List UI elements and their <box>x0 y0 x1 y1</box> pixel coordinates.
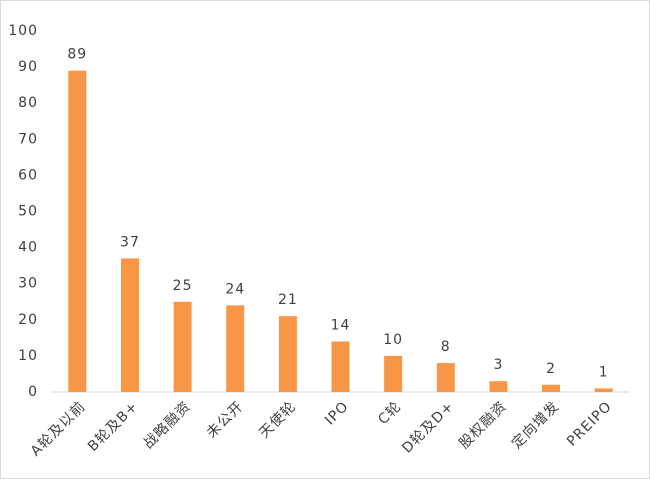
bar <box>173 301 192 392</box>
y-tick-label: 80 <box>18 95 38 111</box>
data-label: 37 <box>120 234 140 250</box>
y-tick-label: 90 <box>18 59 38 75</box>
y-tick-label: 50 <box>18 204 38 220</box>
y-tick-label: 10 <box>18 348 38 364</box>
bar <box>489 381 508 392</box>
y-tick-label: 0 <box>28 384 38 400</box>
bar <box>384 355 403 392</box>
bar <box>68 70 87 393</box>
y-tick-label: 60 <box>18 167 38 183</box>
data-label: 8 <box>441 339 451 355</box>
bar <box>594 388 613 392</box>
y-tick-label: 70 <box>18 131 38 147</box>
data-label: 14 <box>331 317 351 333</box>
data-label: 10 <box>383 332 403 348</box>
data-label: 24 <box>225 281 245 297</box>
bar <box>542 384 561 392</box>
y-tick-label: 40 <box>18 240 38 256</box>
data-label: 89 <box>67 47 87 63</box>
y-tick-label: 30 <box>18 276 38 292</box>
y-tick-label: 100 <box>8 23 38 39</box>
bar <box>331 341 350 392</box>
bar <box>278 316 297 392</box>
data-label: 25 <box>173 278 193 294</box>
data-label: 3 <box>493 357 503 373</box>
bar <box>226 305 245 392</box>
data-label: 1 <box>599 364 609 380</box>
bar <box>436 363 455 392</box>
bar <box>120 258 139 392</box>
y-tick-label: 20 <box>18 312 38 328</box>
data-label: 2 <box>546 361 556 377</box>
data-label: 21 <box>278 292 298 308</box>
